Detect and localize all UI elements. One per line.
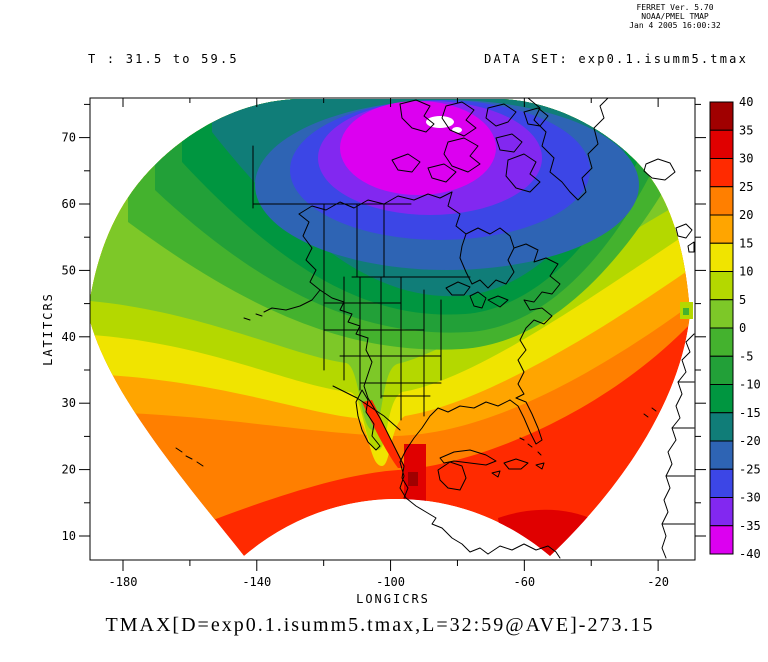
colorbar-cell	[709, 497, 734, 527]
gulf-coast	[399, 399, 511, 499]
band-35-40-spot	[408, 472, 418, 486]
canary-islands	[643, 407, 657, 418]
colorbar-label: 15	[739, 236, 753, 250]
aleutian-islands	[243, 313, 263, 321]
y-tick-label: 40	[62, 330, 76, 344]
arctic-islands-south	[391, 133, 541, 193]
hawaii-islands	[175, 447, 204, 467]
colorbar-cell	[709, 412, 734, 442]
colorbar-cell	[709, 158, 734, 188]
colorbar-label: -25	[739, 462, 761, 476]
temperature-field	[90, 99, 693, 556]
colorbar-cell	[709, 327, 734, 357]
south-america-coast	[487, 543, 561, 559]
nwt-coast	[447, 191, 467, 235]
us-mexico-border	[332, 385, 401, 431]
y-tick-label: 70	[62, 131, 76, 145]
x-tick-label: -140	[242, 575, 271, 589]
greenland	[527, 98, 609, 201]
colorbar-cell	[709, 355, 734, 385]
colorbar-cell	[709, 214, 734, 244]
british-isles	[675, 223, 695, 253]
colorbar-cell	[709, 384, 734, 414]
colorbar-cell	[709, 468, 734, 498]
arctic-islands-north	[399, 99, 549, 137]
colorbar-label: 0	[739, 321, 746, 335]
atlantic-coast	[513, 243, 561, 399]
state-borders-vertical	[323, 276, 442, 421]
band-30-35-caribbean	[498, 509, 618, 556]
x-axis-label: LONGICRS	[356, 592, 430, 606]
colorbar-label: -20	[739, 434, 761, 448]
colorbar-label: -40	[739, 547, 761, 561]
axis-ticks	[79, 98, 706, 571]
plot-frame	[89, 97, 696, 561]
hudson-bay	[459, 227, 515, 289]
colorbar-cell	[709, 242, 734, 272]
colorbar-label: -30	[739, 491, 761, 505]
y-tick-label: 20	[62, 463, 76, 477]
map-plot-svg: 4035302520151050-5-10-15-20-25-30-35-40 …	[62, 95, 761, 589]
axis-tick-labels: -180 -140 -100 -60 -20 10 20 30 40 50 60 70	[62, 131, 669, 589]
colorbar-label: -10	[739, 378, 761, 392]
iceland	[643, 158, 676, 181]
colorbar-cell	[709, 440, 734, 470]
colorbar-cell	[709, 129, 734, 159]
x-tick-label: -60	[513, 575, 535, 589]
baja-california	[355, 389, 381, 451]
colorbar-label: 40	[739, 95, 753, 109]
colorbar-cell	[709, 271, 734, 301]
band-below-neg40-2	[452, 127, 462, 133]
y-axis-label: LATITCRS	[41, 292, 55, 366]
state-borders-horizontal	[323, 302, 442, 397]
colorbar-cell	[709, 101, 734, 131]
y-tick-label: 60	[62, 197, 76, 211]
colorbar: 40 35 30 25 20 15 10 5 0 -5 -10 -15 -20 -25 -30 -35 -40	[709, 95, 761, 561]
band-below-neg40	[426, 116, 454, 128]
y-tick-label: 10	[62, 529, 76, 543]
pacific-coast	[363, 337, 409, 499]
colorbar-label: 5	[739, 293, 746, 307]
colorbar-label: 30	[739, 152, 753, 166]
west-africa-coast	[661, 333, 695, 559]
canada-province-borders	[252, 145, 412, 278]
alaska-west-coast	[263, 213, 321, 313]
colorbar-label: -35	[739, 519, 761, 533]
outlier-patch-green	[683, 308, 689, 315]
colorbar-label: 10	[739, 265, 753, 279]
dataset-label: DATA SET: exp0.1.isumm5.tmax	[484, 52, 748, 66]
colorbar-label: 25	[739, 180, 753, 194]
africa-country-borders	[661, 381, 695, 525]
colorbar-cell	[709, 525, 734, 555]
mexico-coast-hot-streak	[362, 400, 406, 468]
ferret-version-line: FERRET Ver. 5.70	[636, 3, 714, 12]
colorbar-cell	[709, 299, 734, 329]
y-tick-label: 50	[62, 263, 76, 277]
bahamas	[519, 437, 542, 456]
great-lakes	[445, 281, 509, 309]
x-tick-label: -180	[109, 575, 138, 589]
gulf-of-alaska-coast	[319, 289, 369, 339]
colorbar-cell	[709, 186, 734, 216]
florida	[509, 397, 543, 445]
x-tick-label: -20	[647, 575, 669, 589]
colorbar-label: -5	[739, 349, 753, 363]
plot-title: TMAX[D=exp0.1.isumm5.tmax,L=32:59@AVE]-2…	[105, 614, 655, 636]
time-range-label: T : 31.5 to 59.5	[88, 52, 239, 66]
x-tick-label: -100	[376, 575, 405, 589]
caribbean-islands	[491, 458, 545, 478]
coastlines-and-borders	[175, 98, 695, 559]
band-neg40-neg35	[340, 101, 496, 195]
colorbar-label: -15	[739, 406, 761, 420]
colorbar-label: 35	[739, 123, 753, 137]
yucatan	[437, 461, 467, 491]
ferret-org-line: NOAA/PMEL TMAP	[641, 12, 709, 21]
ferret-timestamp-line: Jan 4 2005 16:00:32	[629, 21, 721, 30]
central-america	[405, 497, 489, 555]
ferret-version-header: FERRET Ver. 5.70 NOAA/PMEL TMAP Jan 4 20…	[590, 3, 760, 30]
y-tick-label: 30	[62, 396, 76, 410]
colorbar-label: 20	[739, 208, 753, 222]
cuba	[439, 449, 497, 466]
